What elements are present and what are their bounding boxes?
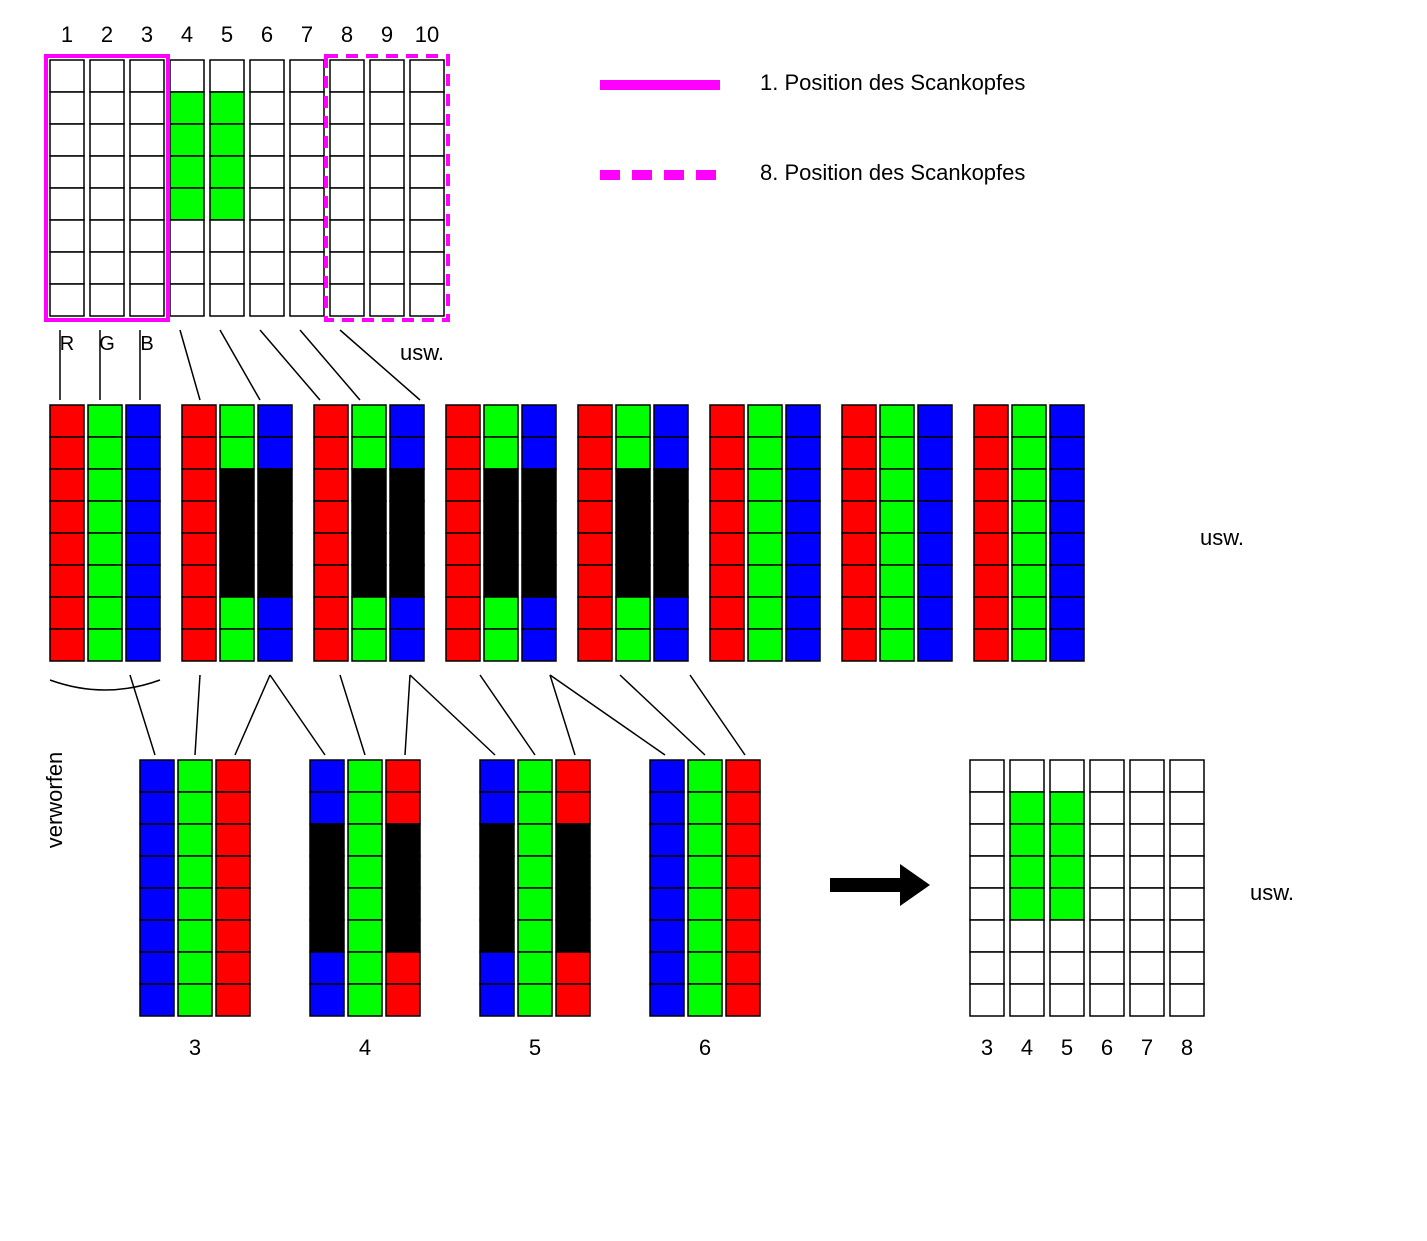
svg-text:4: 4 [359, 1035, 371, 1060]
bottom-groups: 3 4 5 6 [140, 760, 760, 1060]
svg-text:5: 5 [1061, 1035, 1073, 1060]
svg-text:6: 6 [699, 1035, 711, 1060]
svg-text:7: 7 [1141, 1035, 1153, 1060]
middle-rgb-row: usw. [50, 405, 1244, 755]
svg-text:8: 8 [341, 22, 353, 47]
svg-text:6: 6 [1101, 1035, 1113, 1060]
svg-text:1. Position des Scankopfes: 1. Position des Scankopfes [760, 70, 1025, 95]
result-grid: 3 4 5 6 7 8 usw. [970, 760, 1294, 1060]
svg-text:6: 6 [261, 22, 273, 47]
svg-text:9: 9 [381, 22, 393, 47]
arrow-icon [830, 864, 930, 906]
top-grid: 1 2 3 4 5 6 7 8 9 10 R G Busw. [46, 22, 448, 400]
svg-text:2: 2 [101, 22, 113, 47]
svg-text:3: 3 [981, 1035, 993, 1060]
svg-text:7: 7 [301, 22, 313, 47]
svg-text:3: 3 [141, 22, 153, 47]
svg-text:5: 5 [529, 1035, 541, 1060]
svg-text:G: G [99, 333, 115, 355]
svg-text:usw.: usw. [1200, 525, 1244, 550]
svg-text:5: 5 [221, 22, 233, 47]
diagram-root: 1 2 3 4 5 6 7 8 9 10 R G Busw. 1. Position des Scanko… [0, 0, 1427, 1241]
legend: 1. Position des Scankopfes 8. Position de… [600, 70, 1025, 185]
svg-text:8. Position des Scankopfes: 8. Position des Scankopfes [760, 160, 1025, 185]
svg-text:1: 1 [61, 22, 73, 47]
svg-text:4: 4 [181, 22, 193, 47]
svg-text:10: 10 [415, 22, 439, 47]
svg-text:8: 8 [1181, 1035, 1193, 1060]
svg-text:verworfen: verworfen [42, 752, 67, 849]
svg-text:3: 3 [189, 1035, 201, 1060]
svg-text:B: B [140, 333, 153, 355]
svg-text:usw.: usw. [400, 340, 444, 365]
svg-text:4: 4 [1021, 1035, 1033, 1060]
svg-text:usw.: usw. [1250, 880, 1294, 905]
svg-text:R: R [60, 333, 74, 355]
